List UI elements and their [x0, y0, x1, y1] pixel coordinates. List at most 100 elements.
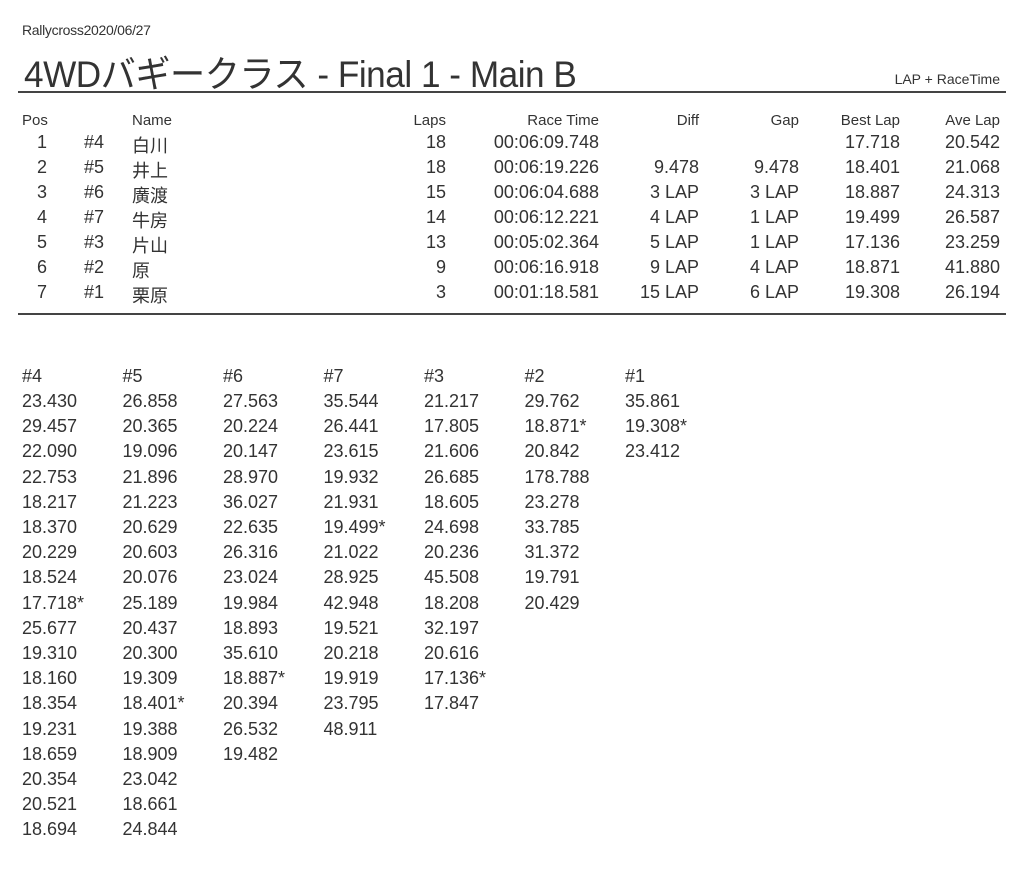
cell-name: 栗原: [132, 286, 168, 306]
lap-time: 42.948: [323, 592, 379, 613]
lap-time: 18.909: [122, 743, 178, 764]
lap-time: 19.388: [122, 718, 178, 739]
cell-laps: 9: [435, 257, 446, 277]
lap-column-car: #7: [323, 366, 344, 386]
lap-time: 28.925: [323, 567, 379, 588]
cell-ave-lap: 24.313: [944, 182, 1000, 202]
lap-time: 18.871*: [524, 416, 587, 437]
cell-diff: 4 LAP: [649, 207, 699, 227]
header-race-time: Race Time: [527, 112, 599, 129]
cell-race-time: 00:06:12.221: [493, 207, 599, 227]
lap-column-car: #4: [22, 366, 43, 386]
lap-time: 20.236: [424, 542, 480, 563]
lap-time: 17.136*: [424, 668, 487, 689]
lap-time: 27.563: [223, 391, 279, 411]
lap-time: 45.508: [424, 567, 480, 588]
cell-name: 原: [132, 261, 150, 281]
lap-time: 17.805: [424, 416, 480, 437]
lap-time: 25.189: [122, 592, 178, 613]
cell-pos: 7: [36, 282, 47, 302]
divider-bottom: [18, 313, 1006, 315]
lap-time: 23.024: [223, 567, 279, 588]
lap-time: 20.429: [524, 592, 580, 613]
lap-time: 20.437: [122, 617, 178, 638]
cell-laps: 18: [425, 157, 446, 177]
lap-time: 18.661: [122, 794, 178, 815]
lap-time: 18.160: [22, 668, 78, 689]
cell-best-lap: 18.401: [844, 157, 900, 177]
lap-time: 19.308*: [625, 416, 688, 437]
cell-name: 井上: [132, 161, 168, 181]
lap-time: 23.430: [22, 391, 78, 411]
cell-gap: 6 LAP: [749, 282, 799, 302]
lap-time: 23.615: [323, 441, 379, 462]
cell-name: 白川: [132, 136, 168, 156]
cell-name: 牛房: [132, 211, 168, 231]
lap-time: 26.441: [323, 416, 379, 437]
cell-diff: 9 LAP: [649, 257, 699, 277]
cell-race-time: 00:05:02.364: [493, 232, 599, 252]
cell-laps: 13: [425, 232, 446, 252]
lap-time: 19.482: [223, 743, 279, 764]
cell-car-number: #5: [84, 157, 105, 177]
lap-time: 21.217: [424, 391, 480, 411]
lap-time: 48.911: [323, 718, 378, 739]
cell-race-time: 00:06:19.226: [493, 157, 599, 177]
lap-time: 19.521: [323, 617, 379, 638]
lap-time: 19.984: [223, 592, 279, 613]
report-mode: LAP + RaceTime: [894, 71, 1000, 87]
lap-time: 18.401*: [122, 693, 185, 714]
cell-best-lap: 17.136: [844, 232, 900, 252]
page-title: 4WDバギークラス - Final 1 - Main B: [24, 54, 577, 95]
lap-time: 20.394: [223, 693, 279, 714]
cell-race-time: 00:06:09.748: [493, 132, 599, 152]
lap-time: 19.231: [22, 718, 78, 739]
lap-time: 26.858: [122, 391, 178, 411]
header-pos: Pos: [22, 112, 48, 129]
cell-best-lap: 19.499: [844, 207, 900, 227]
lap-time: 20.354: [22, 769, 78, 789]
cell-laps: 15: [425, 182, 446, 202]
lap-time: 24.698: [424, 517, 480, 537]
cell-best-lap: 18.887: [844, 182, 900, 202]
lap-time: 21.606: [424, 441, 480, 462]
lap-time: 22.635: [223, 517, 279, 537]
lap-time: 22.753: [22, 466, 78, 487]
lap-time: 24.844: [122, 819, 178, 840]
cell-ave-lap: 41.880: [944, 257, 1000, 277]
cell-car-number: #3: [84, 232, 105, 252]
cell-laps: 14: [425, 207, 446, 227]
lap-time: 35.861: [625, 391, 681, 411]
cell-laps: 3: [435, 282, 446, 302]
lap-time: 33.785: [524, 517, 580, 537]
lap-time: 18.694: [22, 819, 78, 840]
lap-time: 17.847: [424, 693, 480, 714]
lap-time: 21.896: [122, 466, 178, 487]
header-diff: Diff: [676, 112, 699, 129]
lap-time: 19.096: [122, 441, 178, 462]
cell-diff: 5 LAP: [649, 232, 699, 252]
cell-car-number: #1: [84, 282, 105, 302]
lap-time: 19.309: [122, 668, 178, 689]
lap-time: 19.932: [323, 466, 379, 487]
lap-time: 18.893: [223, 617, 279, 638]
lap-time: 20.521: [22, 794, 78, 815]
cell-name: 片山: [132, 236, 168, 256]
lap-time: 26.532: [223, 718, 279, 739]
lap-time: 21.223: [122, 491, 178, 512]
cell-ave-lap: 21.068: [944, 157, 1000, 177]
cell-ave-lap: 26.194: [944, 282, 1000, 302]
lap-time: 18.659: [22, 743, 78, 764]
lap-time: 23.795: [323, 693, 379, 714]
lap-time: 21.022: [323, 542, 379, 563]
lap-time: 22.090: [22, 441, 78, 462]
cell-pos: 1: [36, 132, 47, 152]
lap-time: 20.365: [122, 416, 178, 437]
cell-car-number: #7: [84, 207, 105, 227]
divider-top: [18, 91, 1006, 93]
cell-pos: 2: [36, 157, 47, 177]
lap-column-car: #1: [625, 366, 646, 386]
lap-time: 20.076: [122, 567, 178, 588]
cell-diff: 15 LAP: [639, 282, 699, 302]
lap-time: 19.310: [22, 643, 78, 663]
